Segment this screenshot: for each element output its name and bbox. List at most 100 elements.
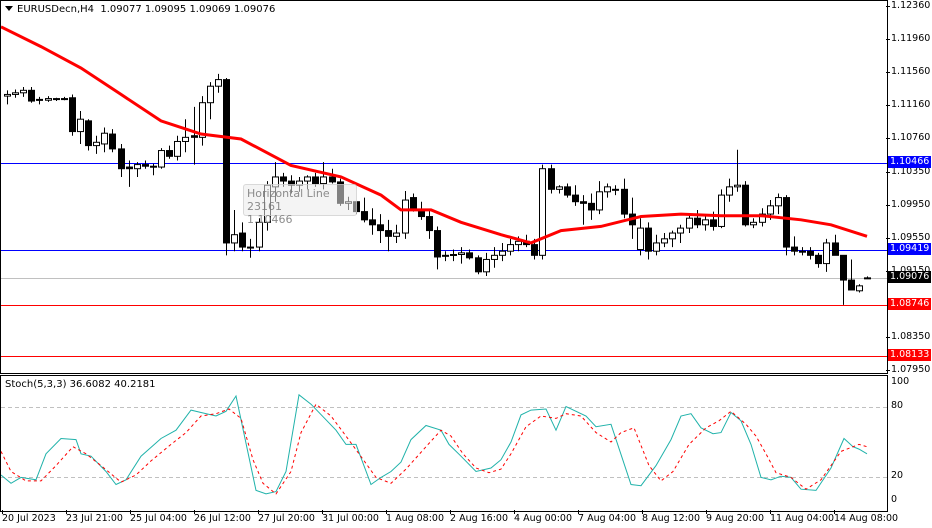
candle <box>53 97 60 102</box>
tick-mark <box>770 510 771 514</box>
candle <box>28 87 35 103</box>
tick-mark <box>642 510 643 514</box>
candle <box>686 214 693 234</box>
candle <box>369 208 376 235</box>
candle <box>799 247 806 256</box>
ohlc-values: 1.09077 1.09095 1.09069 1.09076 <box>100 4 276 15</box>
candle <box>361 197 368 223</box>
candle <box>864 276 871 280</box>
candle <box>393 224 400 243</box>
candle <box>572 185 579 206</box>
price-tag: 1.08133 <box>888 348 931 361</box>
price-label: 1.10350 <box>891 165 931 177</box>
price-label: 1.12360 <box>891 0 931 11</box>
tick-mark <box>2 510 3 514</box>
time-label: 1 Aug 08:00 <box>386 513 445 524</box>
candle <box>750 218 757 229</box>
time-label: 23 Jul 21:00 <box>66 513 123 524</box>
tooltip-name: Horizontal Line 23161 <box>247 187 330 213</box>
candle <box>669 230 676 248</box>
candle <box>848 259 855 291</box>
candle <box>815 252 822 268</box>
candle <box>702 216 709 231</box>
price-label: 1.09950 <box>891 198 931 210</box>
tick-mark <box>706 510 707 514</box>
time-label: 31 Jul 00:00 <box>322 513 379 524</box>
tick-mark <box>450 510 451 514</box>
candle <box>434 226 441 270</box>
candle <box>742 181 749 227</box>
candle <box>69 94 76 136</box>
tooltip-value: 1.10466 <box>247 213 293 226</box>
stochastic-chart[interactable] <box>1 376 887 511</box>
stochastic-panel[interactable]: Stoch(5,3,3) 36.6082 40.2181 <box>0 375 888 512</box>
candle <box>653 234 660 256</box>
candle <box>426 209 433 239</box>
tick-mark <box>886 72 890 73</box>
stoch-main-line <box>1 393 868 495</box>
chart-title: EURUSDecn,H4 1.09077 1.09095 1.09069 1.0… <box>5 4 275 15</box>
candle <box>36 96 43 105</box>
time-label: 11 Aug 04:00 <box>770 513 835 524</box>
tick-mark <box>886 238 890 239</box>
tick-mark <box>886 105 890 106</box>
dropdown-triangle-icon[interactable] <box>5 6 13 11</box>
candle <box>791 236 798 256</box>
candle <box>499 242 506 262</box>
candle <box>832 234 839 256</box>
candle <box>247 238 254 258</box>
price-tag: 1.10466 <box>888 156 931 169</box>
candle <box>109 129 116 153</box>
candlestick-chart[interactable] <box>1 1 887 373</box>
symbol-label: EURUSDecn,H4 <box>17 4 95 15</box>
price-chart-panel[interactable]: EURUSDecn,H4 1.09077 1.09095 1.09069 1.0… <box>0 0 888 374</box>
candle <box>823 238 830 272</box>
price-label: 1.08350 <box>891 330 931 342</box>
candle <box>637 218 644 256</box>
tick-mark <box>886 205 890 206</box>
time-label: 2 Aug 16:00 <box>450 513 509 524</box>
tick-mark <box>514 510 515 514</box>
price-tag: 1.08746 <box>888 298 931 311</box>
candle <box>580 195 587 225</box>
candle <box>759 208 766 227</box>
candle <box>450 249 457 262</box>
candle <box>588 193 595 220</box>
stoch-level-label: 20 <box>891 470 904 482</box>
time-label: 25 Jul 04:00 <box>130 513 187 524</box>
tick-mark <box>886 138 890 139</box>
candle <box>93 135 100 154</box>
candle <box>239 222 246 252</box>
candle <box>807 247 814 260</box>
candle <box>840 254 847 305</box>
candle <box>4 90 11 105</box>
candle <box>377 214 384 243</box>
tick-mark <box>886 370 890 371</box>
candle <box>856 284 863 293</box>
candle <box>548 164 555 194</box>
tick-mark <box>258 510 259 514</box>
moving-average-line <box>1 25 868 245</box>
time-label: 9 Aug 20:00 <box>706 513 765 524</box>
price-tag: 1.09419 <box>888 242 931 255</box>
candle <box>596 181 603 215</box>
candle <box>556 185 563 194</box>
candle <box>20 87 27 97</box>
tick-mark <box>194 510 195 514</box>
candle <box>783 195 790 256</box>
candle <box>45 96 52 102</box>
tick-mark <box>886 39 890 40</box>
tick-mark <box>578 510 579 514</box>
stoch-level-label: 100 <box>891 376 910 387</box>
candle <box>466 249 473 260</box>
price-label: 1.11160 <box>891 99 931 110</box>
tick-mark <box>886 6 890 7</box>
candle <box>718 189 725 229</box>
candle <box>142 160 149 169</box>
tick-mark <box>834 510 835 514</box>
candle <box>223 77 230 256</box>
time-label: 7 Aug 04:00 <box>578 513 637 524</box>
candle <box>507 238 514 256</box>
candle <box>385 219 392 252</box>
candle <box>539 164 546 260</box>
